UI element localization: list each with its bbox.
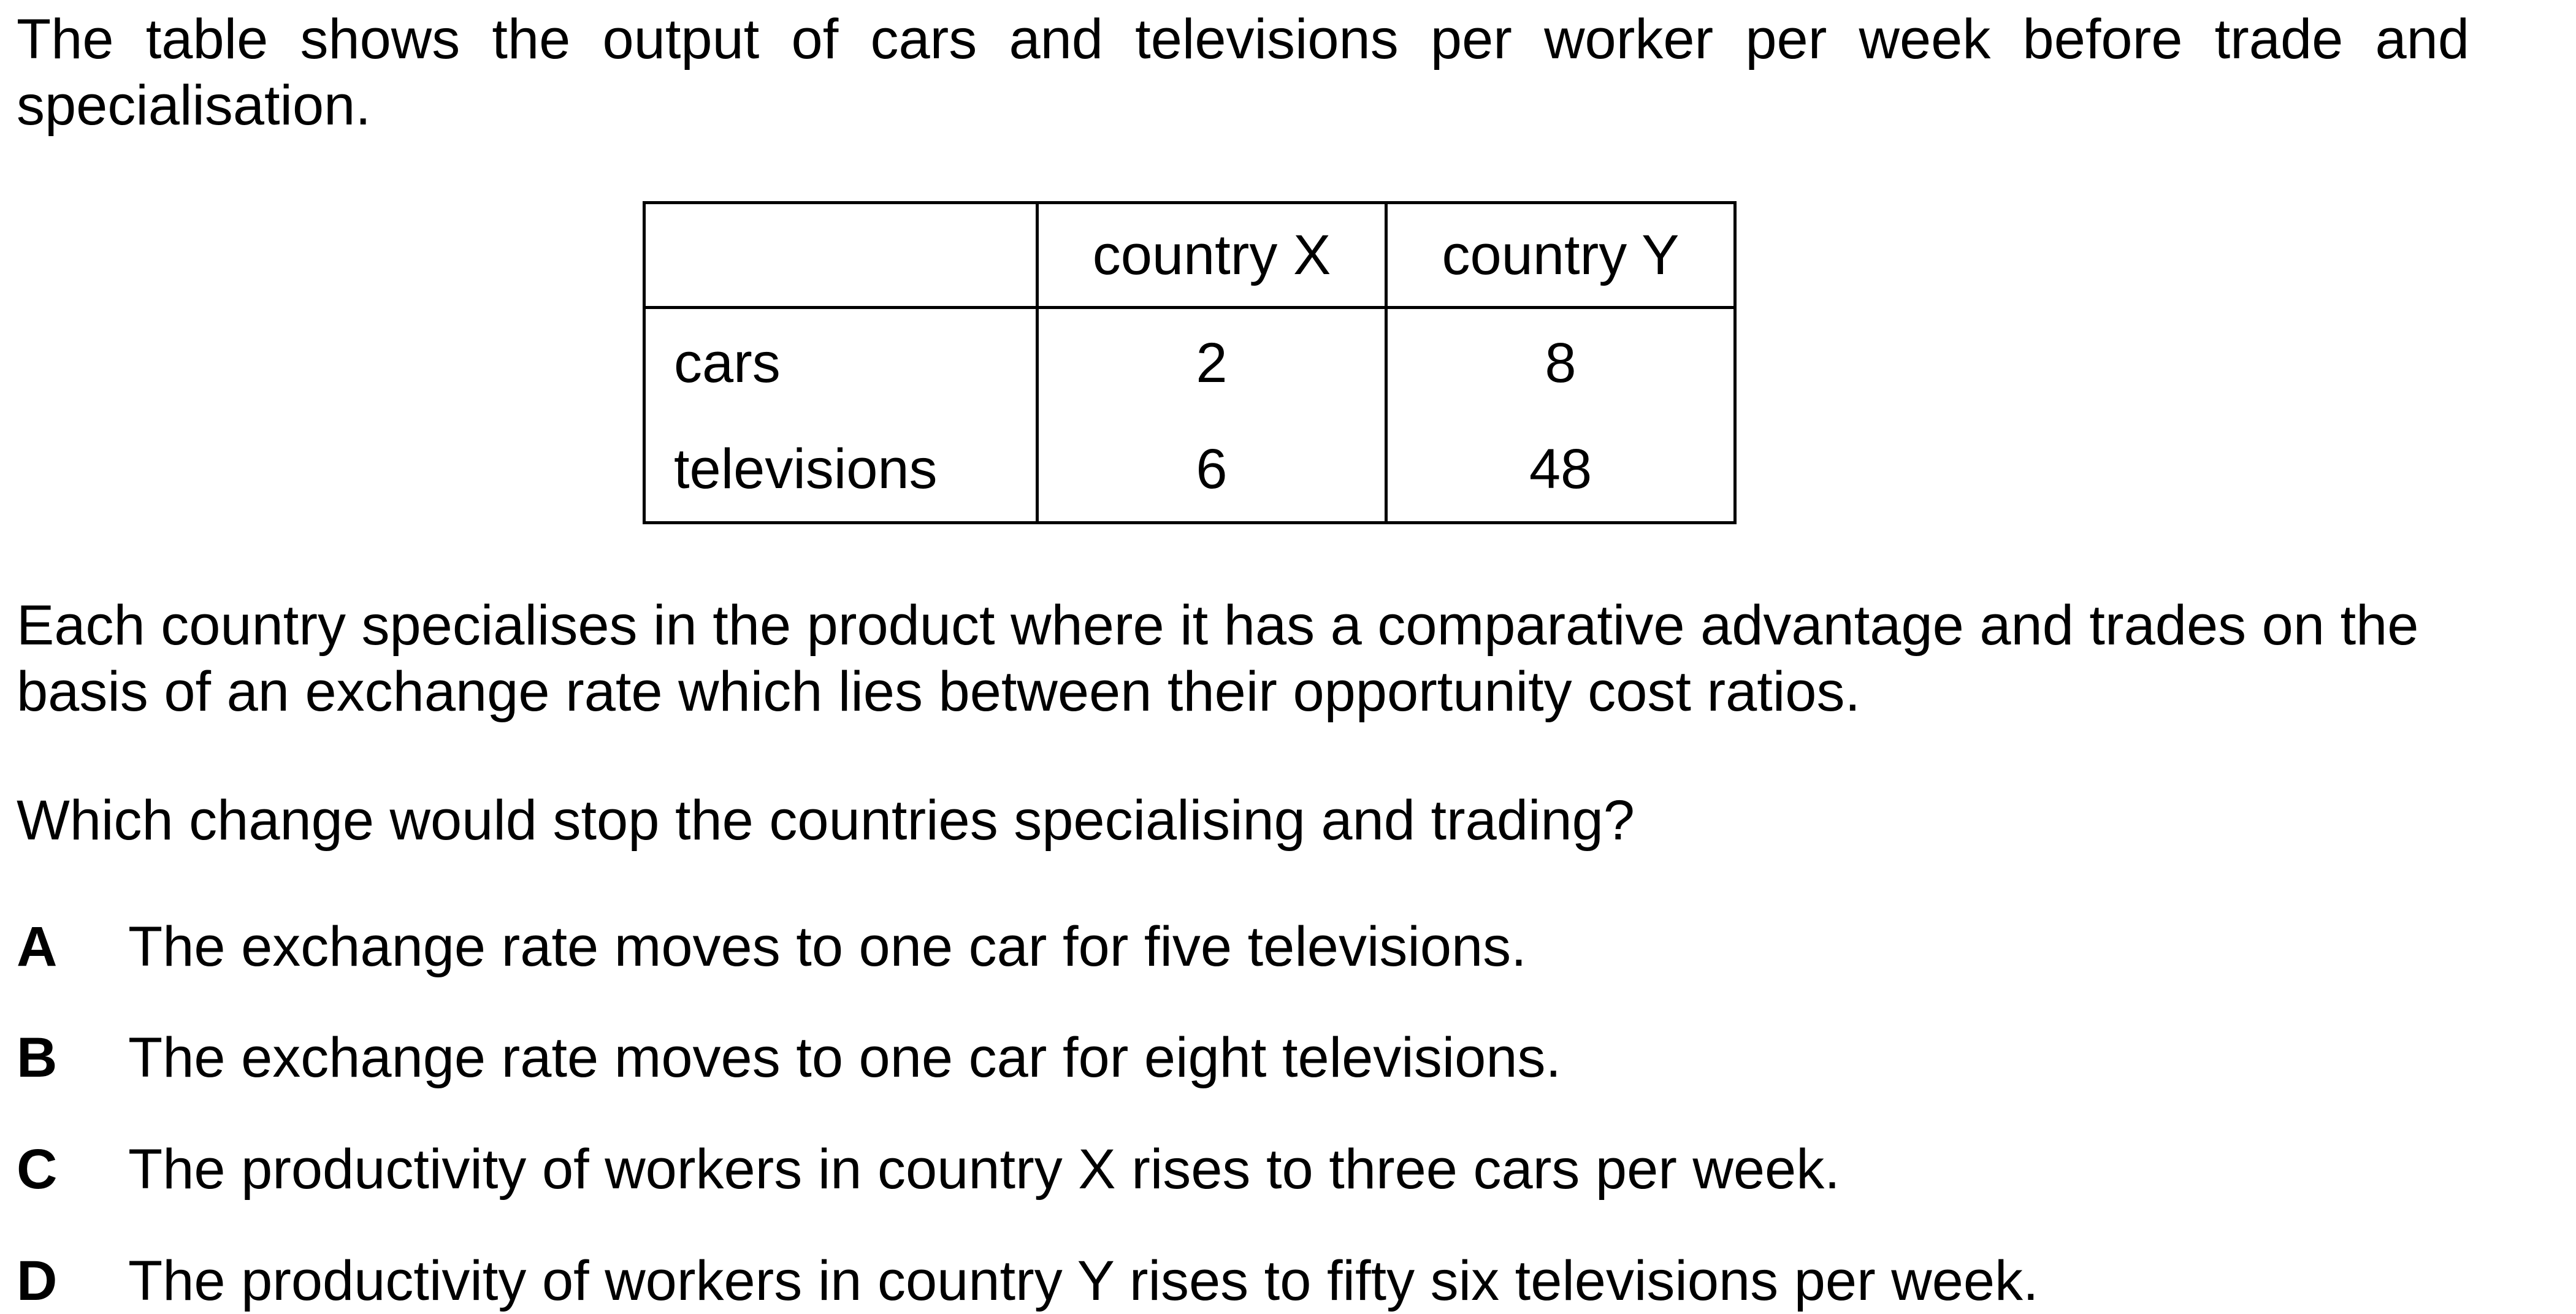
option-text: The exchange rate moves to one car for e…: [128, 1026, 1562, 1089]
context-paragraph: Each country specialises in the product …: [17, 592, 2469, 725]
output-table-container: country X country Y cars 2 8 televisions…: [643, 201, 1737, 524]
cars-country-x: 2: [1036, 307, 1388, 417]
row-label-cell: cars: [643, 307, 1039, 417]
row-label: cars: [674, 331, 781, 394]
option-letter: B: [17, 1026, 58, 1089]
table-header-country-y: country Y: [1385, 201, 1737, 309]
table-row: cars 2 8: [643, 307, 1737, 417]
intro-paragraph: The table shows the output of cars and t…: [17, 6, 2469, 139]
row-label-cell: televisions: [643, 417, 1039, 524]
option-text: The exchange rate moves to one car for f…: [128, 915, 1527, 978]
option-letter: C: [17, 1138, 58, 1201]
option-letter: D: [17, 1250, 58, 1312]
televisions-country-x: 6: [1036, 417, 1388, 524]
intro-line-2: specialisation.: [17, 74, 371, 137]
context-line-2: basis of an exchange rate which lies bet…: [17, 660, 1861, 723]
table-header-row: country X country Y: [643, 201, 1737, 309]
table-row: televisions 6 48: [643, 417, 1737, 524]
option-text: The productivity of workers in country Y…: [128, 1250, 2039, 1312]
context-line-1: Each country specialises in the product …: [17, 594, 2419, 657]
option-letter: A: [17, 915, 58, 978]
cars-country-y: 8: [1385, 307, 1737, 417]
table-header-country-x: country X: [1036, 201, 1388, 309]
output-table: country X country Y cars 2 8 televisions…: [643, 201, 1737, 524]
row-label: televisions: [674, 437, 938, 500]
table-header-empty: [643, 201, 1039, 309]
option-text: The productivity of workers in country X…: [128, 1138, 1840, 1201]
question-stem: Which change would stop the countries sp…: [17, 789, 1635, 852]
intro-line-1: The table shows the output of cars and t…: [17, 8, 2469, 71]
televisions-country-y: 48: [1385, 417, 1737, 524]
